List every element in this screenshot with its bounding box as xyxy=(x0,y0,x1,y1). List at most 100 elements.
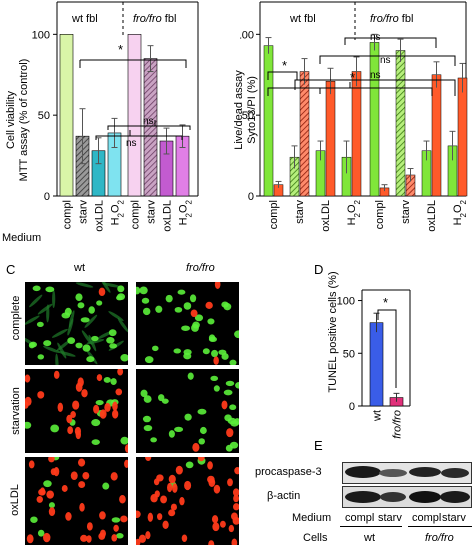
cell-nucleus-dead xyxy=(156,474,164,482)
panel-e-medium-1: compl xyxy=(345,512,375,524)
cell-nucleus-dead xyxy=(82,471,90,480)
cell-nucleus-live xyxy=(161,398,169,404)
cell-nucleus-dead xyxy=(120,515,128,523)
cell-nucleus-dead xyxy=(190,309,198,318)
panel-b-x-label: starv xyxy=(400,200,412,224)
cell-nucleus-live xyxy=(207,318,215,325)
cell-nucleus-live xyxy=(86,356,95,363)
cell-nucleus-dead xyxy=(96,374,103,382)
cell-nucleus-dead xyxy=(211,515,219,524)
cell-nucleus-live xyxy=(150,437,157,443)
cell-nucleus-live xyxy=(235,382,239,389)
cell-nucleus-live xyxy=(45,286,55,293)
panel-a-ylabel-1: Cell viability xyxy=(5,90,17,149)
panel-a-y-ticks: 0 50 100 xyxy=(32,29,57,203)
cell-nucleus-live xyxy=(48,502,55,509)
panel-b-ytick-label: 0 xyxy=(248,191,254,203)
cell-nucleus-live xyxy=(202,348,210,355)
panel-b-sig-2: * xyxy=(350,70,355,85)
cell-nucleus-live xyxy=(61,312,71,319)
cell-nucleus-dead xyxy=(65,512,72,521)
cell-nucleus-live xyxy=(143,424,153,432)
cell-nucleus-dead xyxy=(48,507,56,517)
cell-nucleus-dead xyxy=(75,382,83,392)
cell-nucleus-dead xyxy=(111,534,118,542)
cell-nucleus-dead xyxy=(168,509,176,517)
cell-nucleus-live xyxy=(210,375,219,382)
panel-e-medium-label: Medium xyxy=(292,512,332,524)
cell-nucleus-dead xyxy=(70,411,76,419)
cell-nucleus-live xyxy=(77,302,85,309)
cell-nucleus-live xyxy=(115,533,124,539)
cell-nucleus-live xyxy=(102,482,110,490)
panel-d-x-label: fro/fro xyxy=(392,410,404,439)
panel-b-ylabel-1: Live/dead assay xyxy=(233,70,245,150)
panel-a-x-label: oxLDL xyxy=(162,200,174,232)
micrograph-fro-starvation xyxy=(136,369,239,453)
cell-nucleus-dead xyxy=(172,483,178,493)
cell-nucleus-dead xyxy=(78,481,86,488)
blot-label-procaspase: procaspase-3 xyxy=(255,466,322,478)
panel-b-bars xyxy=(263,33,468,197)
panel-b-y-ticks: 0 50 100 xyxy=(240,29,260,203)
cell-nucleus-live xyxy=(177,289,186,295)
cell-nucleus-dead xyxy=(220,520,226,528)
panel-e-cells-label: Cells xyxy=(303,532,328,544)
panel-a-bars xyxy=(59,34,190,197)
panel-a-bar xyxy=(59,34,74,197)
cell-nucleus-live xyxy=(208,336,217,342)
cell-nucleus-dead xyxy=(110,472,118,481)
panel-d-letter: D xyxy=(314,262,324,277)
cell-nucleus-dead xyxy=(136,510,141,519)
cell-nucleus-dead xyxy=(46,490,54,499)
panel-b-ylabel-2: Syto13/PI (%) xyxy=(246,76,258,144)
panel-a-group-wt: wt fbl xyxy=(71,13,98,25)
panel-b-ytick-label: 100 xyxy=(240,29,254,41)
cell-nucleus-dead xyxy=(50,468,57,476)
panel-b-group-wt: wt fbl xyxy=(289,13,316,25)
panel-b-significance: * * ns ns ns xyxy=(267,32,456,96)
cell-nucleus-dead xyxy=(124,459,128,468)
cell-nucleus-dead xyxy=(38,488,46,496)
cell-nucleus-dead xyxy=(77,458,86,467)
cell-nucleus-dead xyxy=(117,369,124,376)
cell-nucleus-dead xyxy=(175,465,183,475)
cell-nucleus-live xyxy=(91,439,100,446)
panel-b-bar xyxy=(395,50,406,197)
cell-nucleus-dead xyxy=(157,513,163,521)
cell-nucleus-dead xyxy=(43,532,51,543)
cell-nucleus-live xyxy=(50,424,60,433)
cell-nucleus-live xyxy=(75,342,83,349)
cell-nucleus-live xyxy=(174,306,183,313)
cell-nucleus-live xyxy=(198,438,206,445)
panel-a-x-label: compl xyxy=(62,200,74,229)
cell-nucleus-live xyxy=(91,335,99,342)
cell-nucleus-dead xyxy=(79,502,85,512)
cell-nucleus-dead xyxy=(184,480,192,491)
cell-nucleus-dead xyxy=(119,495,126,504)
panel-e-medium-3: compl xyxy=(412,512,442,524)
panel-a-x-label: H2O2 xyxy=(110,199,126,225)
panel-e-cells-fro: fro/fro xyxy=(425,532,454,544)
cell-nucleus-live xyxy=(116,295,123,301)
cell-nucleus-live xyxy=(225,380,235,387)
cell-nucleus-live xyxy=(95,399,104,406)
cell-nucleus-dead xyxy=(226,428,234,438)
cell-nucleus-dead xyxy=(168,474,176,484)
panel-a-sig-star: * xyxy=(118,42,123,57)
cell-nucleus-live xyxy=(165,294,173,303)
panel-a-ns-1: ns xyxy=(143,116,154,127)
panel-a-significance: * ns ns xyxy=(79,42,191,149)
cell-nucleus-live xyxy=(111,517,121,523)
panel-b-x-label: H2O2 xyxy=(452,199,468,225)
panel-b-ns-2: ns xyxy=(370,70,381,81)
cell-nucleus-live xyxy=(224,414,232,422)
cell-nucleus-dead xyxy=(232,488,239,497)
panel-a-x-label: compl xyxy=(130,200,142,229)
cell-nucleus-live xyxy=(141,297,150,304)
cell-nucleus-dead xyxy=(227,478,233,487)
cell-nucleus-dead xyxy=(167,482,173,493)
cell-nucleus-live xyxy=(139,286,148,295)
cell-nucleus-live xyxy=(229,441,239,449)
cell-nucleus-dead xyxy=(86,535,92,543)
